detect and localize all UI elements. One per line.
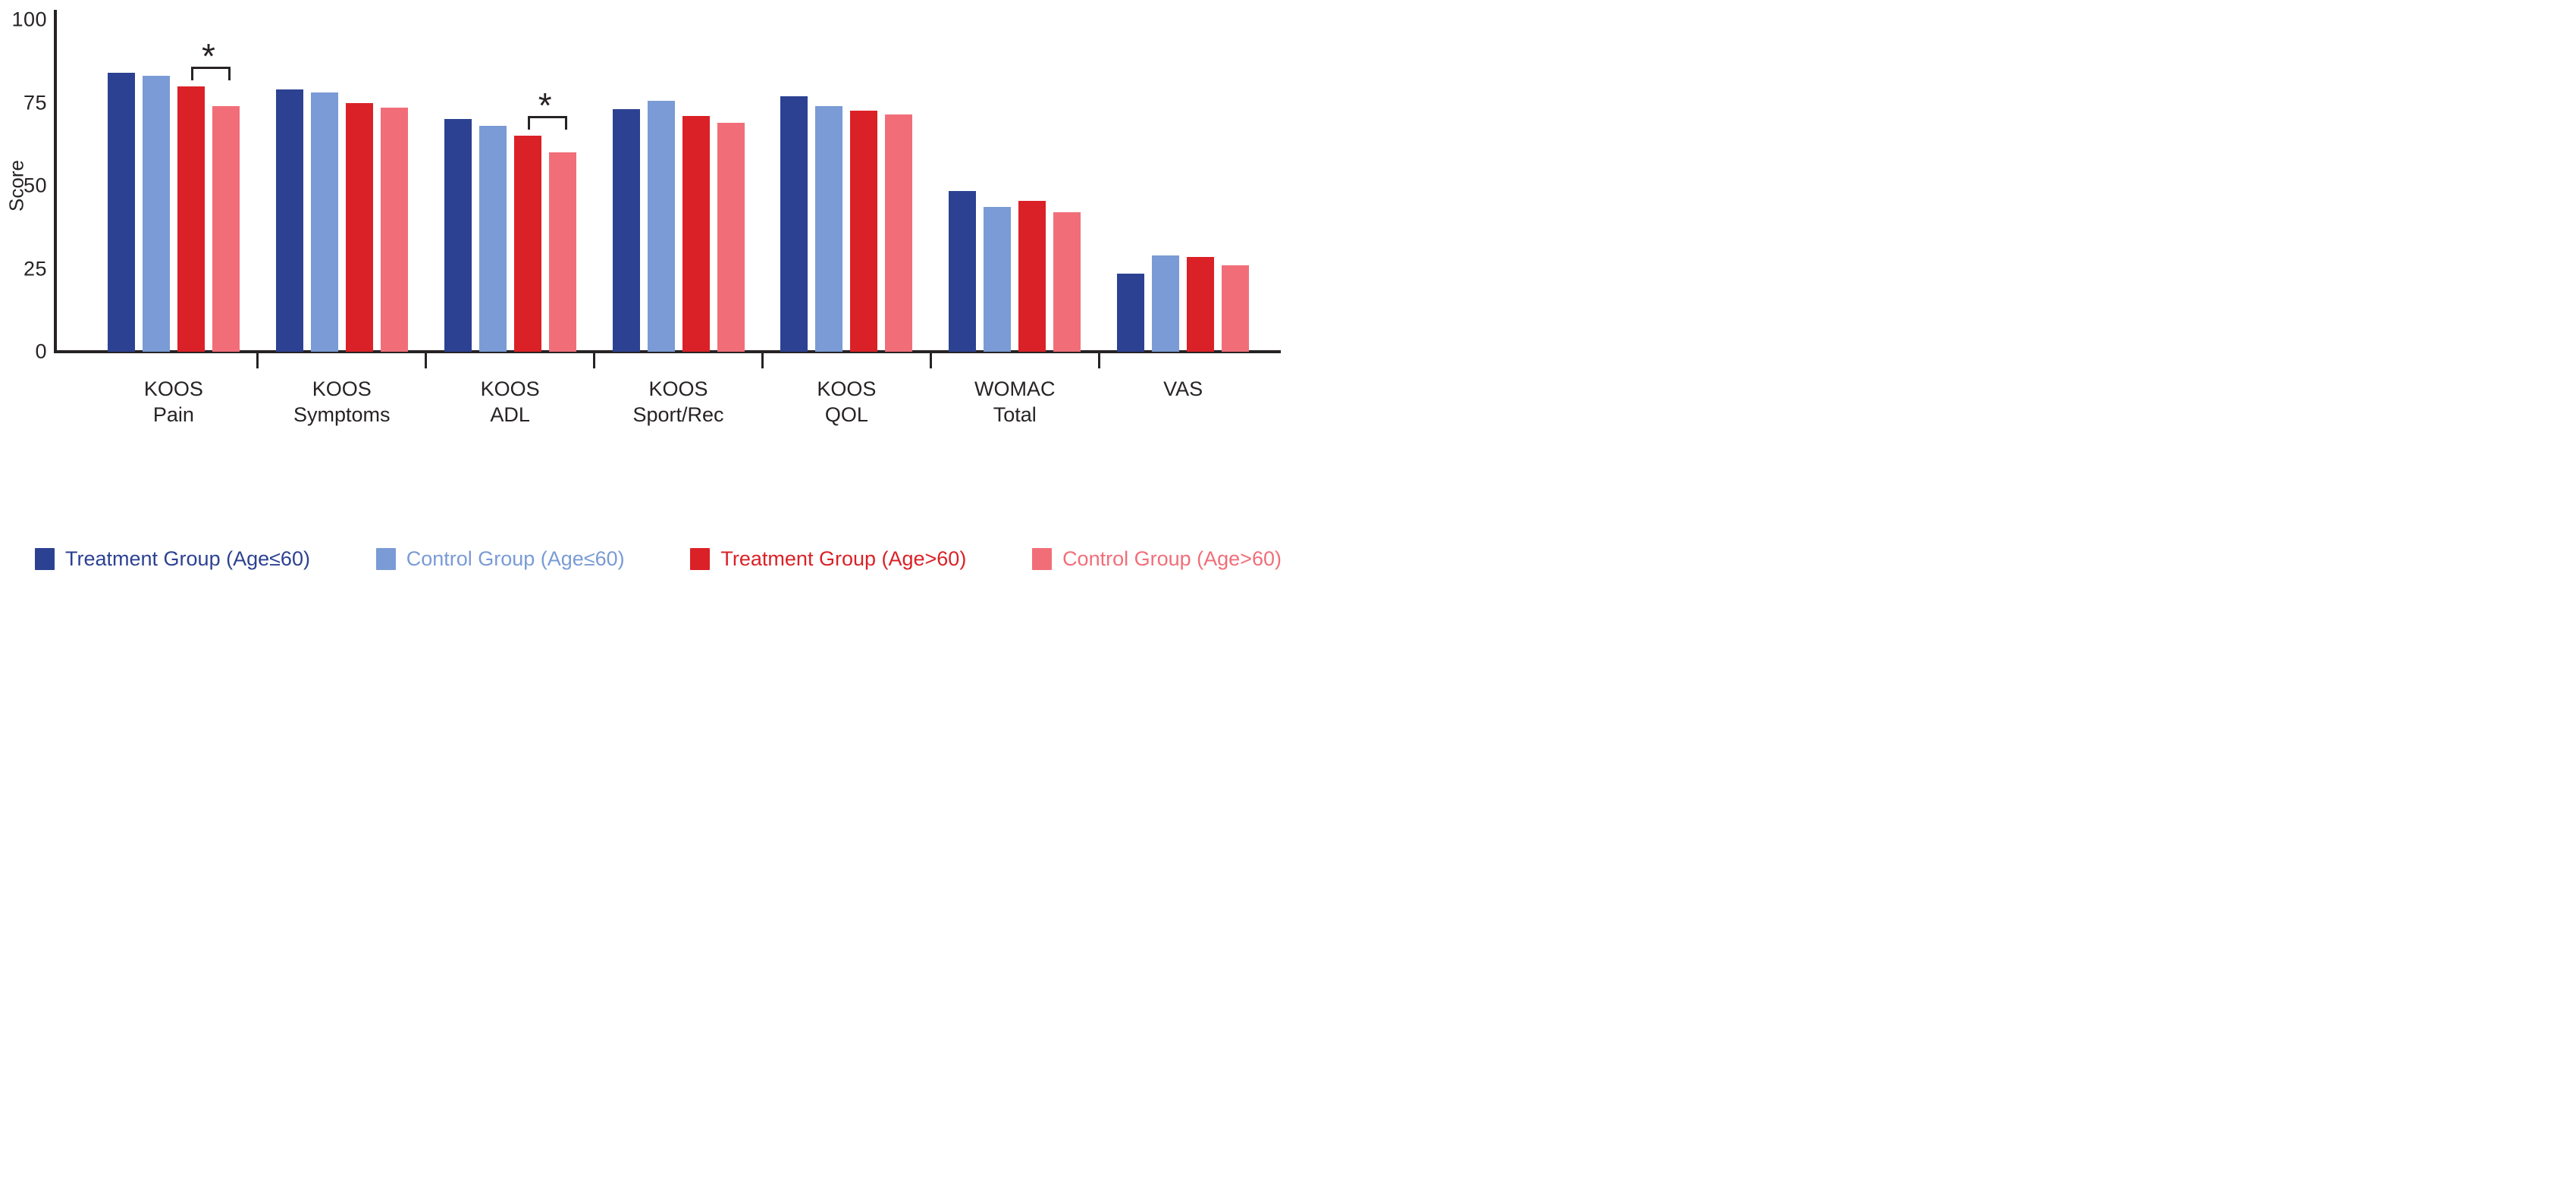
category-label-line: WOMAC xyxy=(974,377,1056,400)
category-label-line: QOL xyxy=(824,403,868,426)
significance-bracket xyxy=(190,66,231,80)
category-label-line: KOOS xyxy=(143,377,203,400)
x-axis-tick xyxy=(593,353,596,368)
bar-group-koos-sport-rec xyxy=(595,20,763,352)
legend-swatch xyxy=(375,548,396,570)
category-label: KOOS Symptoms xyxy=(258,376,426,428)
legend-item: Control Group (Age>60) xyxy=(1032,547,1282,571)
legend-label: Control Group (Age≤60) xyxy=(406,547,625,570)
significance-star: * xyxy=(538,86,552,126)
x-axis-line xyxy=(54,350,1281,353)
category-label-line: VAS xyxy=(1163,377,1203,400)
y-tick-label: 0 xyxy=(35,340,47,363)
bar xyxy=(984,207,1012,352)
legend-item: Treatment Group (Age>60) xyxy=(690,547,966,571)
bar xyxy=(815,105,843,352)
category-label-line: KOOS xyxy=(817,377,877,400)
bar-group-koos-qol xyxy=(762,20,930,352)
bar xyxy=(177,86,205,352)
legend-label: Treatment Group (Age>60) xyxy=(720,547,967,570)
legend-swatch xyxy=(35,548,55,570)
legend-swatch xyxy=(690,548,711,570)
category-label: KOOS Pain xyxy=(89,376,258,428)
category-label: WOMAC Total xyxy=(930,376,1099,428)
category-labels-row: KOOS Pain KOOS Symptoms KOOS ADL KOOS Sport/Rec… xyxy=(55,376,1267,428)
legend: Treatment Group (Age≤60) Control Group (A… xyxy=(0,547,1288,571)
category-label: VAS xyxy=(1099,376,1267,428)
bar xyxy=(310,92,338,352)
category-label-line: Sport/Rec xyxy=(632,403,724,426)
category-label-line: KOOS xyxy=(648,377,708,400)
x-axis-tick xyxy=(425,353,428,368)
bar-group-vas xyxy=(1099,20,1267,352)
bar xyxy=(850,111,878,352)
x-axis-tick xyxy=(929,353,932,368)
x-axis-tick xyxy=(256,353,259,368)
bar xyxy=(1152,255,1180,352)
y-tick-label: 25 xyxy=(23,257,47,280)
bar xyxy=(949,190,977,352)
bar xyxy=(380,108,408,352)
x-axis-tick xyxy=(761,353,764,368)
bar xyxy=(1187,257,1215,352)
x-axis-tick xyxy=(1097,353,1100,368)
category-label: KOOS Sport/Rec xyxy=(595,376,763,428)
bar xyxy=(275,89,303,352)
bar xyxy=(345,102,373,352)
bar xyxy=(612,109,640,352)
legend-label: Treatment Group (Age≤60) xyxy=(65,547,310,570)
bar-group-koos-pain: * xyxy=(89,20,258,352)
bar xyxy=(1222,265,1250,352)
bar xyxy=(1117,274,1145,352)
bar xyxy=(548,152,576,352)
category-label: KOOS QOL xyxy=(762,376,930,428)
category-label-line: ADL xyxy=(490,403,530,426)
y-tick-label: 75 xyxy=(23,91,47,114)
plot-area: * * xyxy=(55,20,1267,352)
bar xyxy=(780,96,808,352)
legend-label: Control Group (Age>60) xyxy=(1062,547,1282,570)
legend-item: Control Group (Age≤60) xyxy=(375,547,625,571)
bar xyxy=(647,101,675,352)
bar xyxy=(142,76,170,352)
bar xyxy=(885,114,913,352)
bar-chart-figure: Score 100 75 50 25 0 * * KOOS Pain KOOS Symptoms… xyxy=(0,0,1288,590)
bar xyxy=(682,116,710,352)
category-label-line: Symptoms xyxy=(293,403,391,426)
bar xyxy=(212,105,240,352)
significance-bracket xyxy=(527,116,567,130)
bar-group-koos-adl: * xyxy=(426,20,595,352)
category-label-line: Pain xyxy=(152,403,194,426)
bar-group-womac-total xyxy=(930,20,1099,352)
bar xyxy=(444,119,472,352)
legend-swatch xyxy=(1032,548,1053,570)
category-label-line: Total xyxy=(993,403,1037,426)
bar xyxy=(107,73,135,352)
category-label-line: KOOS xyxy=(480,377,540,400)
y-tick-label: 50 xyxy=(23,174,47,197)
y-tick-label: 100 xyxy=(11,8,47,31)
category-label-line: KOOS xyxy=(312,377,372,400)
bar xyxy=(478,126,507,352)
legend-item: Treatment Group (Age≤60) xyxy=(35,547,310,571)
bar xyxy=(1018,200,1046,352)
bar-group-koos-symptoms xyxy=(258,20,426,352)
bar xyxy=(717,122,745,352)
bar xyxy=(513,136,541,352)
bar xyxy=(1053,212,1081,352)
category-label: KOOS ADL xyxy=(426,376,595,428)
y-axis-line xyxy=(54,10,57,353)
significance-star: * xyxy=(201,36,215,76)
